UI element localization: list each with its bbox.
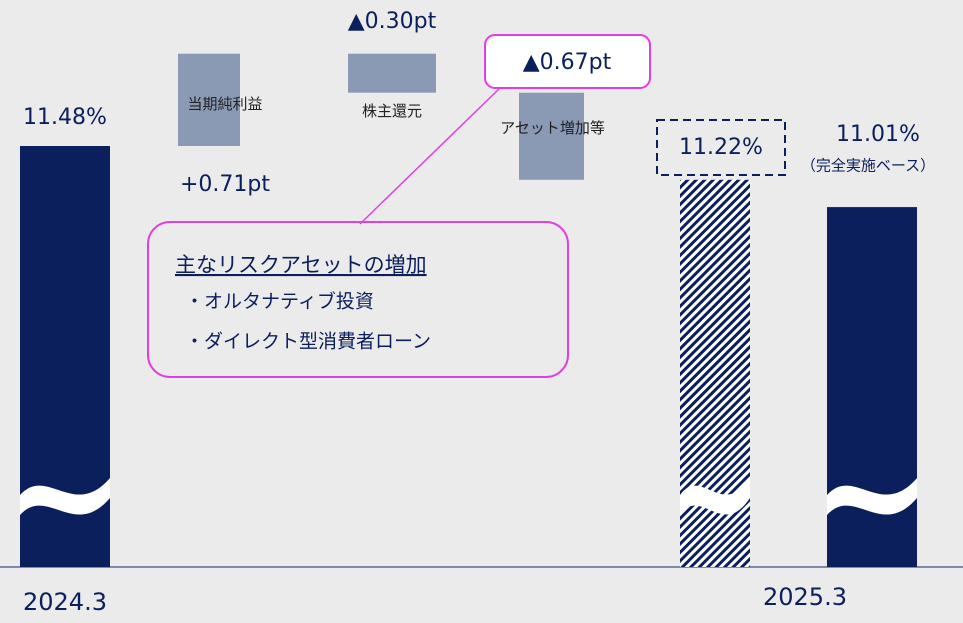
category-label: アセット増加等: [500, 119, 605, 137]
callout-item: ・オルタナティブ投資: [185, 290, 374, 313]
axis-break: [680, 478, 750, 515]
callout-item: ・ダイレクト型消費者ローン: [185, 331, 431, 353]
callout-connector: [359, 87, 501, 225]
step-bar: [348, 53, 436, 93]
callout-box: [147, 221, 569, 378]
step-bar: [519, 92, 584, 180]
callout-title: 主なリスクアセットの増加: [175, 253, 427, 277]
category-label: 株主還元: [361, 102, 422, 120]
step-bar: [178, 53, 240, 147]
x-tick-label: 2024.3: [23, 588, 107, 616]
category-label: 当期純利益: [187, 95, 263, 113]
annotation: （完全実施ベース）: [801, 157, 935, 175]
bar: [827, 207, 917, 567]
value-label: 11.22%: [679, 135, 763, 160]
value-label: 11.48%: [23, 105, 107, 130]
dashed-box: [656, 119, 786, 176]
value-label: ▲0.67pt: [523, 50, 612, 75]
value-label: ▲0.30pt: [348, 9, 437, 34]
x-tick-label: 2025.3: [763, 583, 847, 611]
highlight-box: [484, 34, 651, 89]
axis-break: [827, 478, 917, 515]
axis-break: [20, 478, 110, 515]
value-label: +0.71pt: [180, 172, 270, 197]
value-label: 11.01%: [836, 122, 920, 147]
